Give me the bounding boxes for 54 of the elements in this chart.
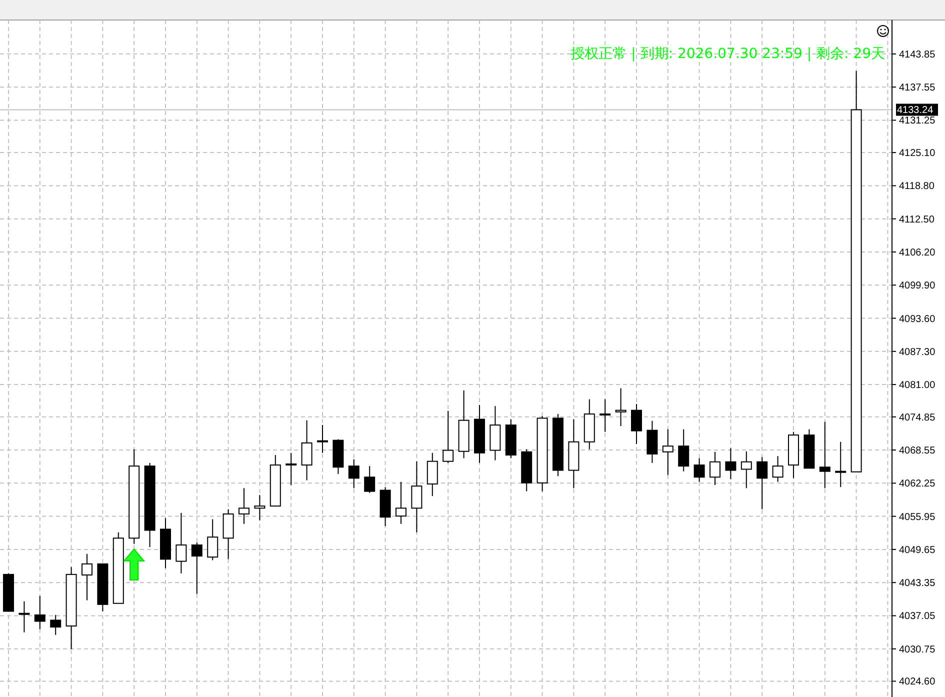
candlestick	[207, 518, 218, 561]
candlestick	[50, 614, 62, 636]
candlestick	[426, 452, 438, 497]
candlestick	[442, 410, 454, 464]
y-tick-label: 4024.60	[899, 676, 936, 688]
ref-line-label: 4133.24	[897, 105, 934, 116]
text: 授权正常 | 到期: 2026.07.30 23:59 | 剩余: 29天	[570, 46, 885, 62]
y-tick-label: 4043.35	[899, 578, 936, 590]
candlestick	[254, 494, 266, 521]
y-tick-label: 4062.25	[899, 478, 936, 490]
candlestick	[819, 421, 830, 489]
candlestick	[756, 456, 768, 510]
y-tick-label: 4106.20	[899, 247, 936, 258]
y-tick-label: 4118.80	[899, 181, 935, 192]
candlestick	[286, 452, 297, 486]
candlestick	[615, 388, 626, 427]
candlestick	[600, 398, 611, 432]
y-tick-label: 4125.10	[899, 148, 936, 160]
candlestick	[364, 466, 376, 494]
candlestick	[238, 488, 250, 524]
candlestick	[678, 428, 690, 472]
candlestick	[710, 451, 720, 486]
candlestick	[694, 458, 705, 482]
candlestick	[348, 458, 360, 489]
y-tick-label: 4055.95	[899, 512, 936, 523]
candlestick	[411, 460, 422, 533]
candlestick	[662, 428, 674, 476]
y-tick-label: 4131.25	[899, 116, 936, 127]
candlestick	[772, 456, 784, 482]
candlestick	[82, 553, 92, 601]
candlestick	[317, 424, 328, 454]
candlestick	[18, 600, 30, 633]
y-tick-label: 4143.85	[899, 49, 936, 60]
candlestick	[631, 404, 642, 444]
candlestick	[740, 450, 752, 489]
y-tick-label: 4074.85	[899, 412, 936, 424]
y-tick-label: 4112.50	[899, 214, 935, 226]
candlestick	[396, 481, 406, 524]
candlestick	[646, 420, 658, 464]
candlestick	[725, 448, 736, 480]
y-tick-label: 4081.00	[899, 380, 936, 392]
candlestick	[301, 420, 312, 481]
y-tick-label: 4030.75	[899, 644, 936, 656]
candlestick	[191, 542, 202, 594]
y-tick-label: 4037.05	[899, 611, 936, 622]
candlestick	[835, 441, 846, 488]
candlestick	[34, 596, 46, 630]
y-tick-label: 4093.60	[899, 314, 936, 325]
y-tick-label: 4099.90	[899, 280, 936, 292]
y-tick-label: 4087.30	[899, 346, 936, 358]
y-tick-label: 4137.55	[899, 82, 936, 94]
y-tick-label: 4049.65	[899, 544, 936, 556]
candlestick	[176, 512, 187, 574]
y-tick-label: 4068.55	[899, 446, 936, 457]
